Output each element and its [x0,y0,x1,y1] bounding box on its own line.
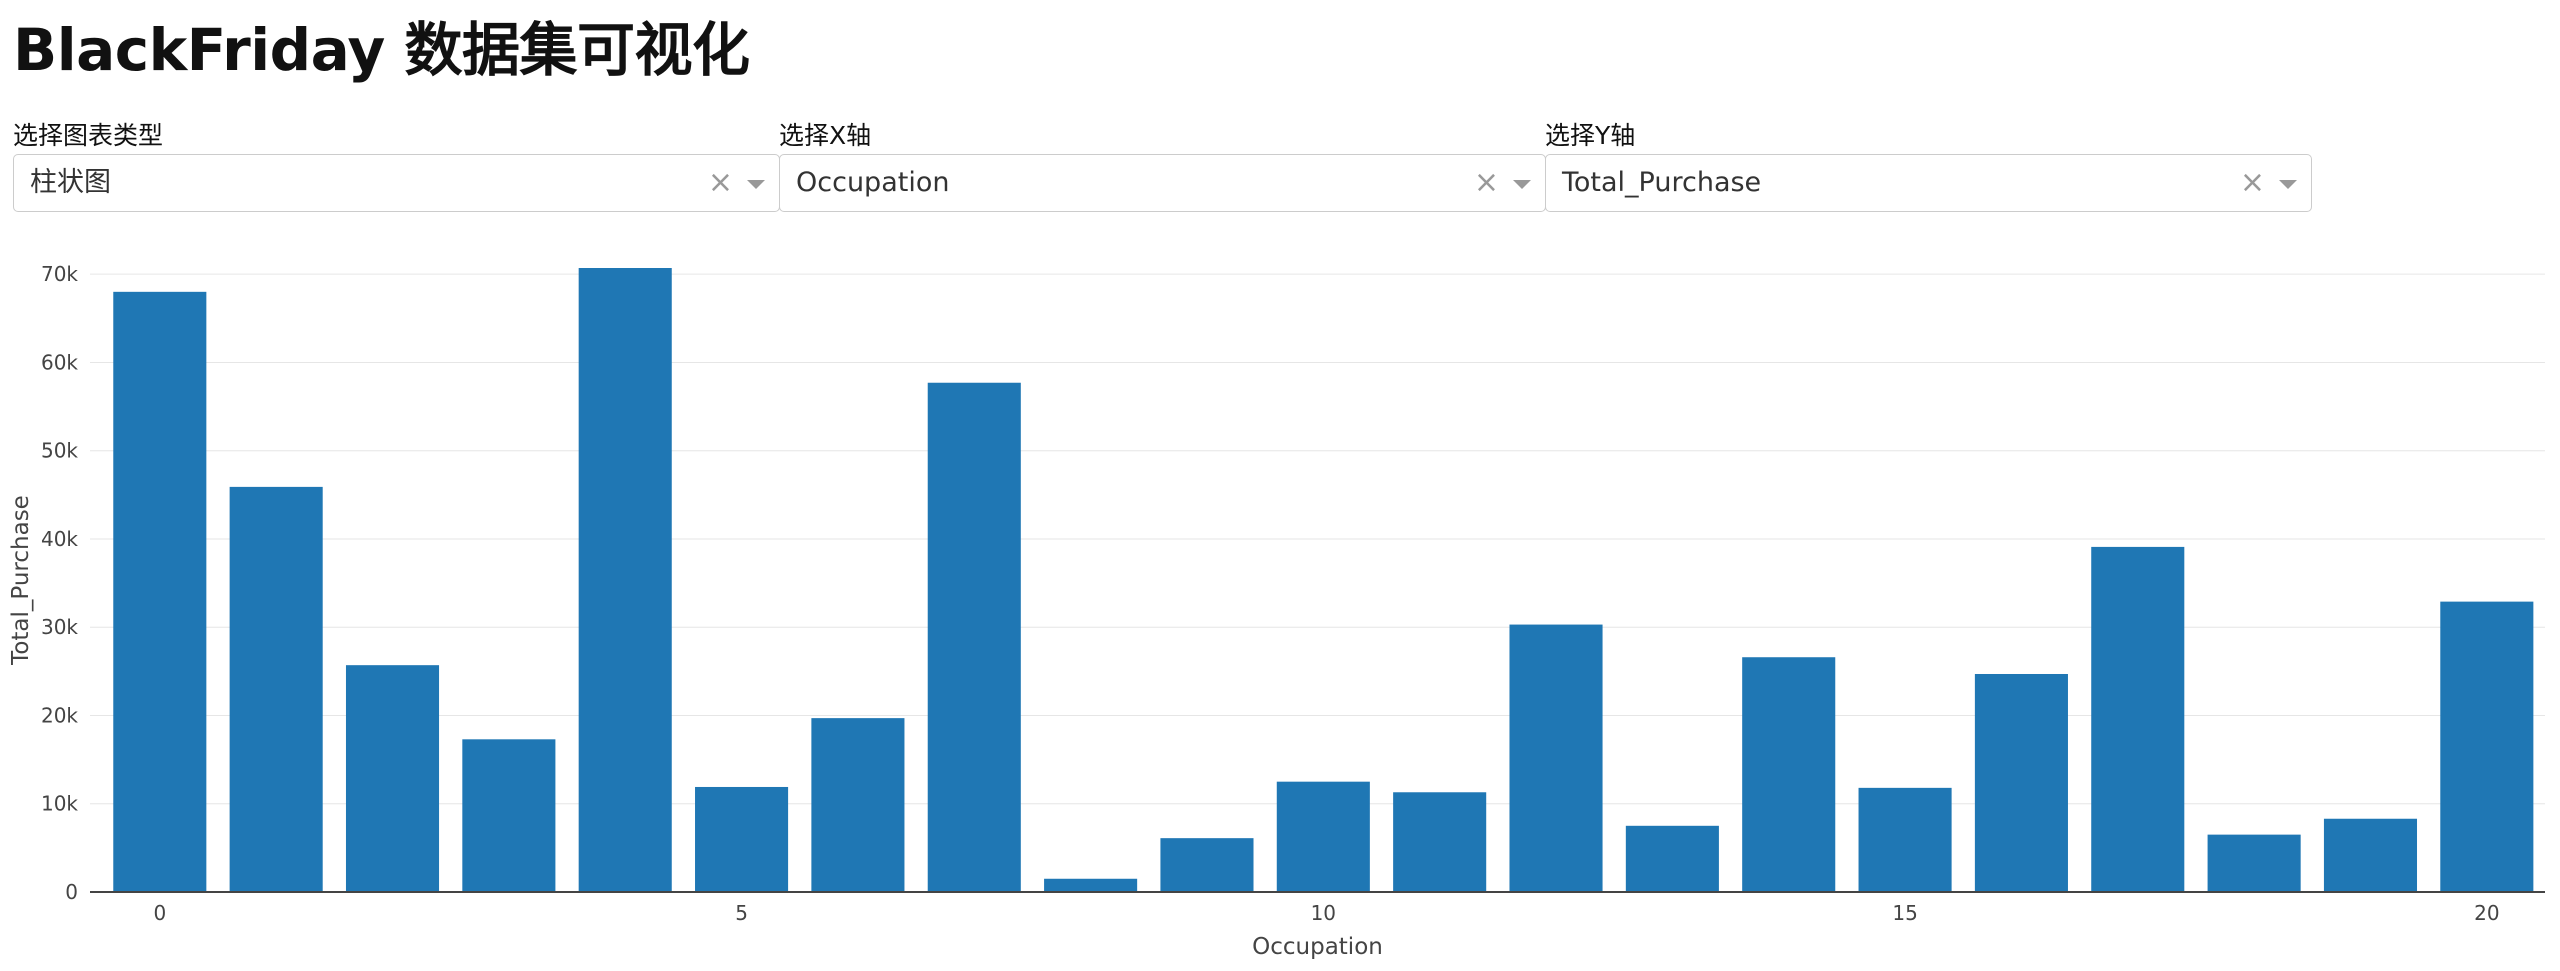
chart-type-selected-value: 柱状图 [30,167,111,198]
chart-type-control: 选择图表类型 柱状图 × [13,120,780,212]
bar[interactable] [811,718,905,892]
bar[interactable] [2323,818,2418,892]
clear-icon[interactable]: × [707,165,733,200]
y-axis-dropdown[interactable]: Total_Purchase × [1545,154,2312,212]
chart-type-dropdown[interactable]: 柱状图 × [13,154,780,212]
x-axis-label: 选择X轴 [779,121,872,150]
clear-icon[interactable]: × [2239,165,2265,200]
bar[interactable] [1393,792,1487,892]
bar[interactable] [462,739,556,892]
clear-icon[interactable]: × [1473,165,1499,200]
y-axis-label: 选择Y轴 [1545,121,1636,150]
bar[interactable] [1276,781,1370,892]
bar[interactable] [1160,838,1254,892]
y-tick-label: 60k [41,350,78,374]
bar[interactable] [345,665,440,892]
bar[interactable] [1742,657,1836,892]
y-axis-selected-value: Total_Purchase [1562,167,1762,198]
axes: 0 10k 20k 30k 40k 50k 60k 70k 0 5 10 15 20 [41,262,2545,925]
y-tick-label: 50k [41,439,78,463]
bar[interactable] [1974,673,2068,892]
grid-lines [90,273,2545,805]
x-axis-title: Occupation [1252,934,1383,960]
y-tick-label: 10k [41,792,78,816]
y-axis-title: Total_Purchase [8,495,34,666]
bar[interactable] [113,291,207,892]
bar[interactable] [2440,601,2534,892]
chevron-down-icon[interactable] [1513,180,1531,189]
bar[interactable] [1509,624,1603,892]
page-title: BlackFriday 数据集可视化 [13,16,750,84]
chevron-down-icon[interactable] [747,180,765,189]
controls-panel: 选择图表类型 柱状图 × 选择X轴 Occupation × 选择Y轴 Tota… [13,120,2312,215]
x-tick-label: 10 [1311,901,1336,925]
bar[interactable] [1625,825,1719,892]
bars [113,268,2534,892]
x-tick-label: 0 [153,901,166,925]
bar[interactable] [1044,878,1138,892]
bar[interactable] [578,268,672,892]
bar-chart: 0 10k 20k 30k 40k 50k 60k 70k 0 5 10 15 20 Occupatio… [8,262,2545,960]
bar[interactable] [695,786,789,892]
y-tick-label: 20k [41,703,78,727]
x-tick-label: 15 [1892,901,1917,925]
y-axis-control: 选择Y轴 Total_Purchase × [1545,120,2312,212]
x-axis-selected-value: Occupation [796,167,950,198]
bar[interactable] [1858,787,1952,892]
x-tick-label: 20 [2474,901,2499,925]
y-tick-label: 70k [41,262,78,286]
bar[interactable] [927,382,1021,892]
x-tick-label: 5 [735,901,748,925]
y-tick-label: 40k [41,527,78,551]
bar[interactable] [2091,546,2185,892]
x-axis-dropdown[interactable]: Occupation × [779,154,1546,212]
x-axis-control: 选择X轴 Occupation × [779,120,1546,212]
chart-type-label: 选择图表类型 [13,121,164,150]
bar[interactable] [2207,834,2301,892]
y-tick-label: 30k [41,615,78,639]
y-tick-label: 0 [65,880,78,904]
bar[interactable] [229,486,323,892]
chevron-down-icon[interactable] [2279,180,2297,189]
